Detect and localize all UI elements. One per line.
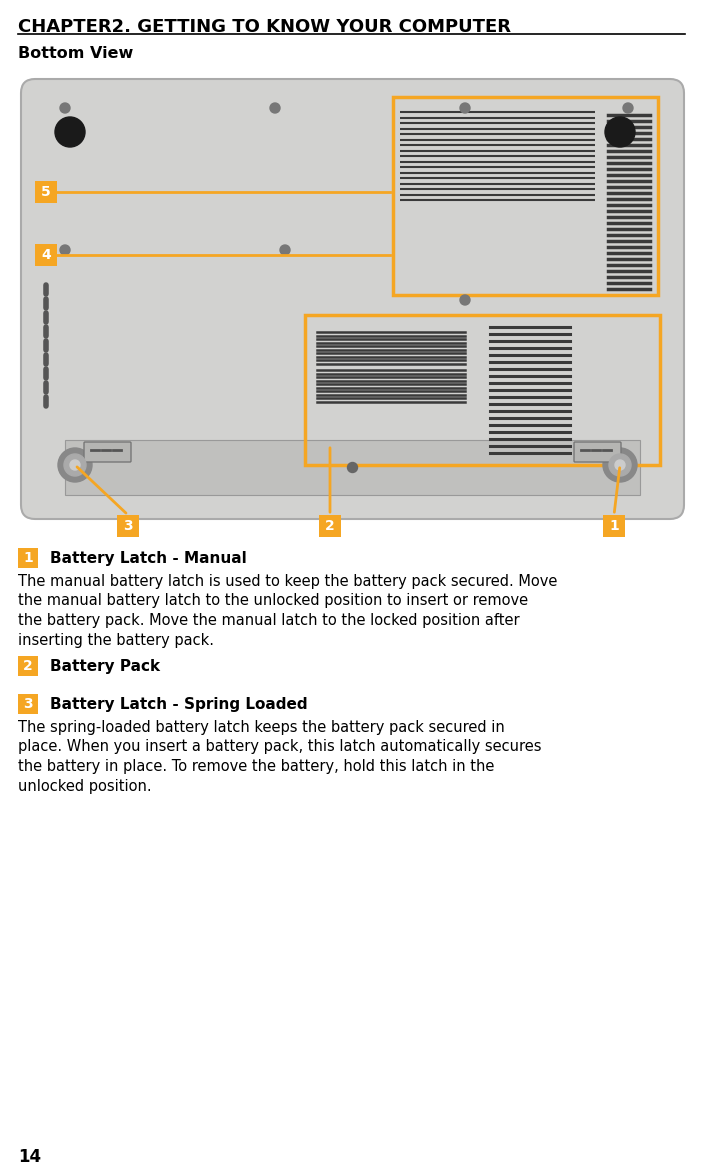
Circle shape (270, 103, 280, 113)
FancyBboxPatch shape (35, 181, 57, 204)
Text: 2: 2 (23, 659, 33, 673)
Circle shape (605, 117, 635, 147)
Text: 14: 14 (18, 1148, 41, 1166)
Circle shape (70, 460, 80, 470)
Text: 4: 4 (41, 248, 51, 262)
Circle shape (460, 103, 470, 113)
FancyBboxPatch shape (18, 656, 38, 676)
Bar (65, 440, 640, 495)
FancyBboxPatch shape (18, 694, 38, 714)
Bar (305, 315, 660, 464)
Circle shape (280, 245, 290, 255)
Circle shape (609, 454, 631, 476)
Text: 1: 1 (609, 519, 619, 534)
Text: the battery in place. To remove the battery, hold this latch in the: the battery in place. To remove the batt… (18, 759, 494, 775)
FancyBboxPatch shape (35, 245, 57, 266)
FancyBboxPatch shape (574, 442, 621, 462)
Text: unlocked position.: unlocked position. (18, 778, 152, 793)
Text: 3: 3 (123, 519, 133, 534)
FancyBboxPatch shape (84, 442, 131, 462)
Circle shape (623, 103, 633, 113)
Text: 3: 3 (23, 697, 33, 711)
Text: place. When you insert a battery pack, this latch automatically secures: place. When you insert a battery pack, t… (18, 739, 541, 755)
FancyBboxPatch shape (21, 80, 684, 519)
FancyBboxPatch shape (603, 515, 625, 537)
Text: 2: 2 (325, 519, 335, 534)
Circle shape (58, 448, 92, 482)
Circle shape (55, 117, 85, 147)
Text: 5: 5 (41, 185, 51, 199)
Circle shape (603, 448, 637, 482)
Circle shape (460, 295, 470, 305)
Bar (393, 97, 658, 295)
Text: Battery Pack: Battery Pack (50, 659, 160, 674)
Text: Battery Latch - Spring Loaded: Battery Latch - Spring Loaded (50, 696, 308, 711)
Text: 1: 1 (23, 551, 33, 565)
Text: Battery Latch - Manual: Battery Latch - Manual (50, 551, 247, 565)
Text: the manual battery latch to the unlocked position to insert or remove: the manual battery latch to the unlocked… (18, 593, 528, 608)
Circle shape (60, 245, 70, 255)
Circle shape (347, 462, 358, 473)
Text: inserting the battery pack.: inserting the battery pack. (18, 633, 214, 647)
Circle shape (615, 460, 625, 470)
Circle shape (60, 103, 70, 113)
FancyBboxPatch shape (117, 515, 139, 537)
Text: The manual battery latch is used to keep the battery pack secured. Move: The manual battery latch is used to keep… (18, 574, 557, 589)
Text: The spring-loaded battery latch keeps the battery pack secured in: The spring-loaded battery latch keeps th… (18, 720, 505, 735)
Text: the battery pack. Move the manual latch to the locked position after: the battery pack. Move the manual latch … (18, 613, 520, 628)
FancyBboxPatch shape (18, 548, 38, 567)
Text: Bottom View: Bottom View (18, 46, 134, 61)
FancyBboxPatch shape (319, 515, 341, 537)
Circle shape (64, 454, 86, 476)
Text: CHAPTER2. GETTING TO KNOW YOUR COMPUTER: CHAPTER2. GETTING TO KNOW YOUR COMPUTER (18, 18, 511, 36)
